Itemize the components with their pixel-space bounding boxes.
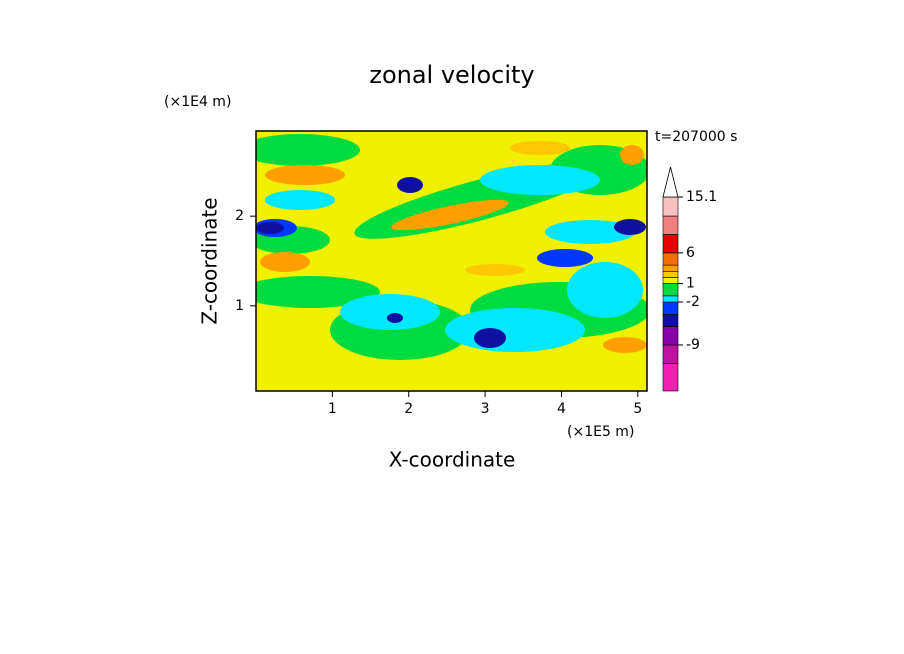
colorbar-segment: [662, 313, 679, 327]
x-tick-label: 1: [328, 401, 337, 417]
x-unit: (×1E5 m): [567, 424, 634, 440]
contour-field: [256, 131, 647, 391]
colorbar-segment: [662, 215, 679, 235]
colorbar-segment: [662, 196, 679, 217]
x-tick-label: 5: [633, 401, 642, 417]
x-axis-title: X-coordinate: [389, 448, 516, 472]
colorbar-tick-label: 6: [686, 245, 695, 261]
colorbar-segment: [662, 234, 679, 254]
colorbar-segment: [662, 344, 679, 364]
y-axis-title: Z-coordinate: [198, 197, 222, 324]
colorbar-segment: [662, 252, 679, 266]
x-tick-label: 2: [404, 401, 413, 417]
colorbar-segment: [662, 283, 679, 297]
y-unit: (×1E4 m): [164, 94, 231, 110]
colorbar-segment: [662, 326, 679, 346]
colorbar-segment: [662, 277, 679, 284]
chart-title: zonal velocity: [369, 61, 534, 89]
colorbar-tick-label: 1: [686, 276, 695, 292]
colorbar-segment: [662, 270, 679, 278]
colorbar-segment: [662, 301, 679, 315]
colorbar-extension: [662, 166, 679, 198]
x-tick-label: 4: [557, 401, 566, 417]
subtitle: t=207000 s: [655, 129, 737, 145]
colorbar-segment: [662, 363, 679, 392]
plot-frame: [255, 130, 648, 392]
colorbar-segment: [662, 295, 679, 303]
colorbar-segment: [662, 264, 679, 272]
colorbar-tick-label: 15.1: [686, 189, 717, 205]
y-tick-label: 2: [235, 208, 244, 224]
colorbar-tick-label: -2: [686, 294, 700, 310]
x-tick-label: 3: [481, 401, 490, 417]
colorbar-tick-label: -9: [686, 337, 700, 353]
y-tick-label: 1: [235, 298, 244, 314]
